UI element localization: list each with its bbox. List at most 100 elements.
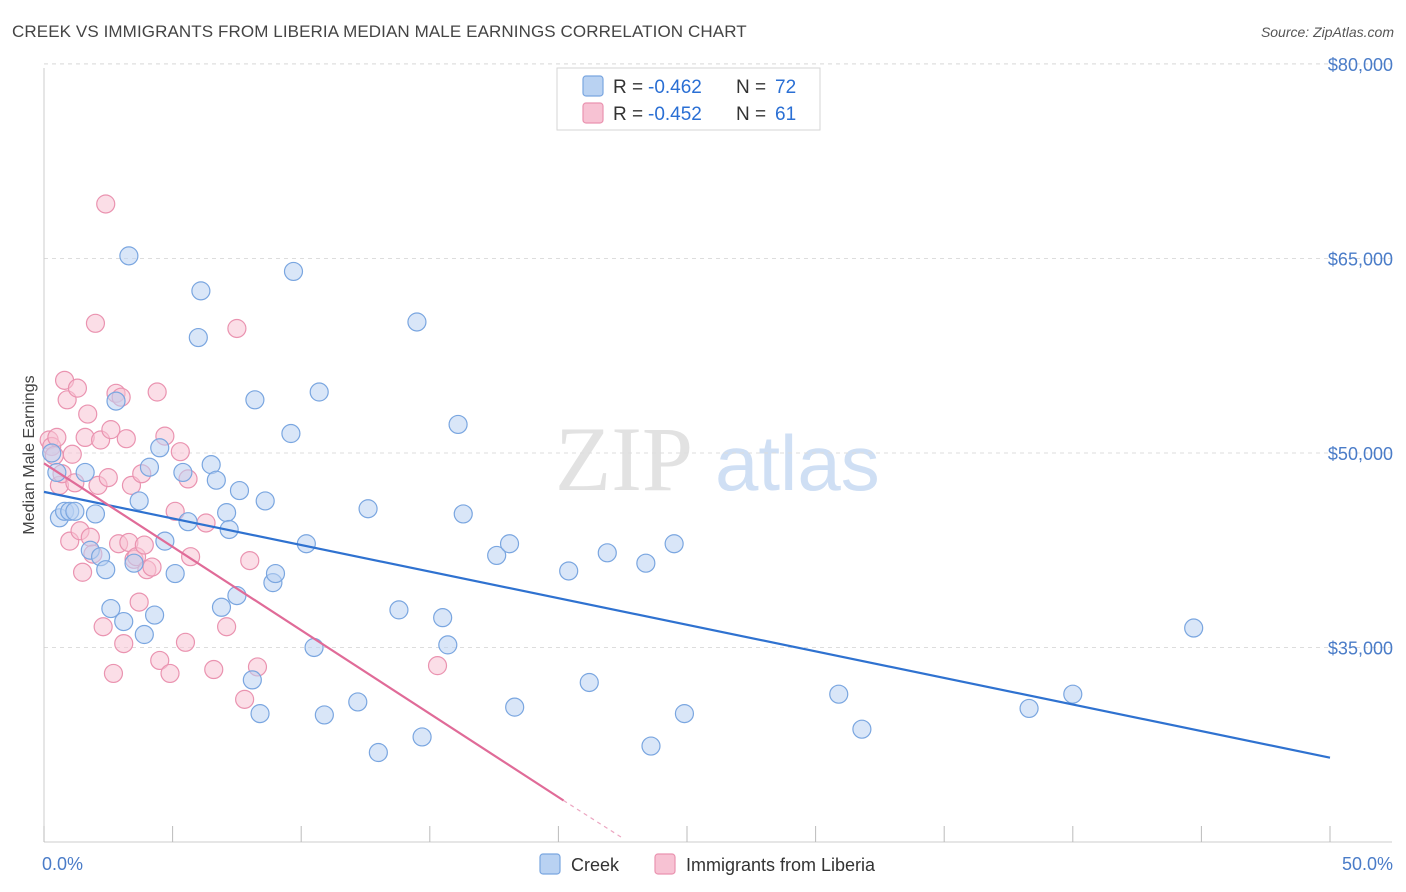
creek-point [139,457,160,477]
creek-point [505,697,525,717]
creek-point [641,736,661,756]
liberia-point [165,501,185,521]
creek-point [114,611,134,632]
liberia-point [204,659,224,680]
creek-point [134,624,154,645]
chart-source: Source: ZipAtlas.com [1260,24,1394,40]
creek-point [281,423,301,444]
legend-swatch-creek [582,75,604,97]
creek-point [124,553,144,573]
liberia-point [170,442,190,462]
creek-point [96,560,116,580]
bottom-legend: Creek Immigrants from Liberia [539,853,876,875]
creek-point [173,462,193,483]
trend-lines [43,462,1331,839]
creek-point [255,491,275,511]
liberia-point [67,378,88,398]
legend-creek-r-value: -0.462 [648,77,702,98]
legend-creek-n-label: N = [736,77,766,98]
creek-point [412,727,432,747]
x-tick-label-min: 0.0% [42,854,83,874]
liberia-point [78,404,98,424]
liberia-point [175,632,196,652]
y-tick-label: $50,000 [1328,444,1393,464]
creek-point [597,543,617,563]
creek-point [829,684,849,704]
creek-point [250,704,270,724]
creek-point [1019,698,1039,719]
creek-point [211,597,232,617]
creek-point [206,470,226,490]
legend-liberia-n-label: N = [736,104,766,125]
creek-point [144,605,165,625]
liberia-point [101,420,121,440]
creek-point [217,503,237,523]
legend-swatch-liberia [582,102,604,124]
liberia-point [147,382,167,402]
creek-point [674,704,695,724]
bottom-legend-swatch-creek [539,853,561,875]
creek-point [229,480,250,501]
liberia-point [227,318,247,339]
creek-point [559,561,579,581]
creek-point [636,553,656,573]
creek-point [664,534,684,554]
y-tick-label: $80,000 [1328,55,1393,75]
creek-point [101,598,121,619]
creek-point [389,600,409,620]
watermark-atlas: atlas [715,419,880,507]
legend-creek-n-value: 72 [775,77,796,98]
liberia-point [217,617,237,637]
grid-lines [44,63,1392,648]
creek-point [433,608,453,628]
creek-point [448,414,468,435]
liberia-point [96,194,116,214]
x-axis-ticks [43,826,1331,842]
creek-point [314,705,334,725]
creek-point [499,534,520,554]
creek-point [1063,684,1083,704]
creek-point [129,491,149,511]
creek-point [65,501,85,521]
legend-liberia-r-label: R = [613,104,643,125]
liberia-point [62,444,82,464]
creek-point [407,312,427,332]
liberia-point [103,663,124,684]
creek-point [304,637,324,658]
liberia-point [129,592,149,612]
y-tick-label: $35,000 [1328,638,1393,658]
creek-point [1184,618,1204,638]
creek-point [309,382,329,402]
creek-point [75,462,95,483]
liberia-point [235,689,255,709]
x-tick-label-max: 50.0% [1342,854,1393,874]
creek-point [191,281,211,301]
creek-point [358,499,378,519]
watermark-zip: ZIP [555,408,693,510]
creek-point [368,742,388,763]
creek-point [150,438,170,458]
creek-point [852,719,872,739]
legend-liberia-n-value: 61 [775,104,796,125]
y-axis-label: Median Male Earnings [21,375,38,534]
creek-point [119,246,139,266]
bottom-legend-swatch-liberia [654,853,676,875]
creek-point [265,563,286,584]
series-liberia-points [39,194,448,709]
creek-point [188,327,208,348]
creek-point [453,504,473,524]
liberia-point [427,656,448,676]
liberia-point [142,557,162,577]
legend-creek-r-label: R = [613,77,643,98]
liberia-point [116,429,136,449]
creek-point [106,391,126,411]
liberia-point [150,650,170,671]
liberia-point [134,535,154,555]
y-axis-tick-labels: $35,000 $50,000 $65,000 $80,000 [1328,55,1393,659]
liberia-point [114,633,134,654]
creek-point [245,390,265,410]
top-legend: R = -0.462 N = 72 R = -0.452 N = 61 [556,67,821,131]
creek-point [85,504,106,524]
creek-point [438,635,458,655]
